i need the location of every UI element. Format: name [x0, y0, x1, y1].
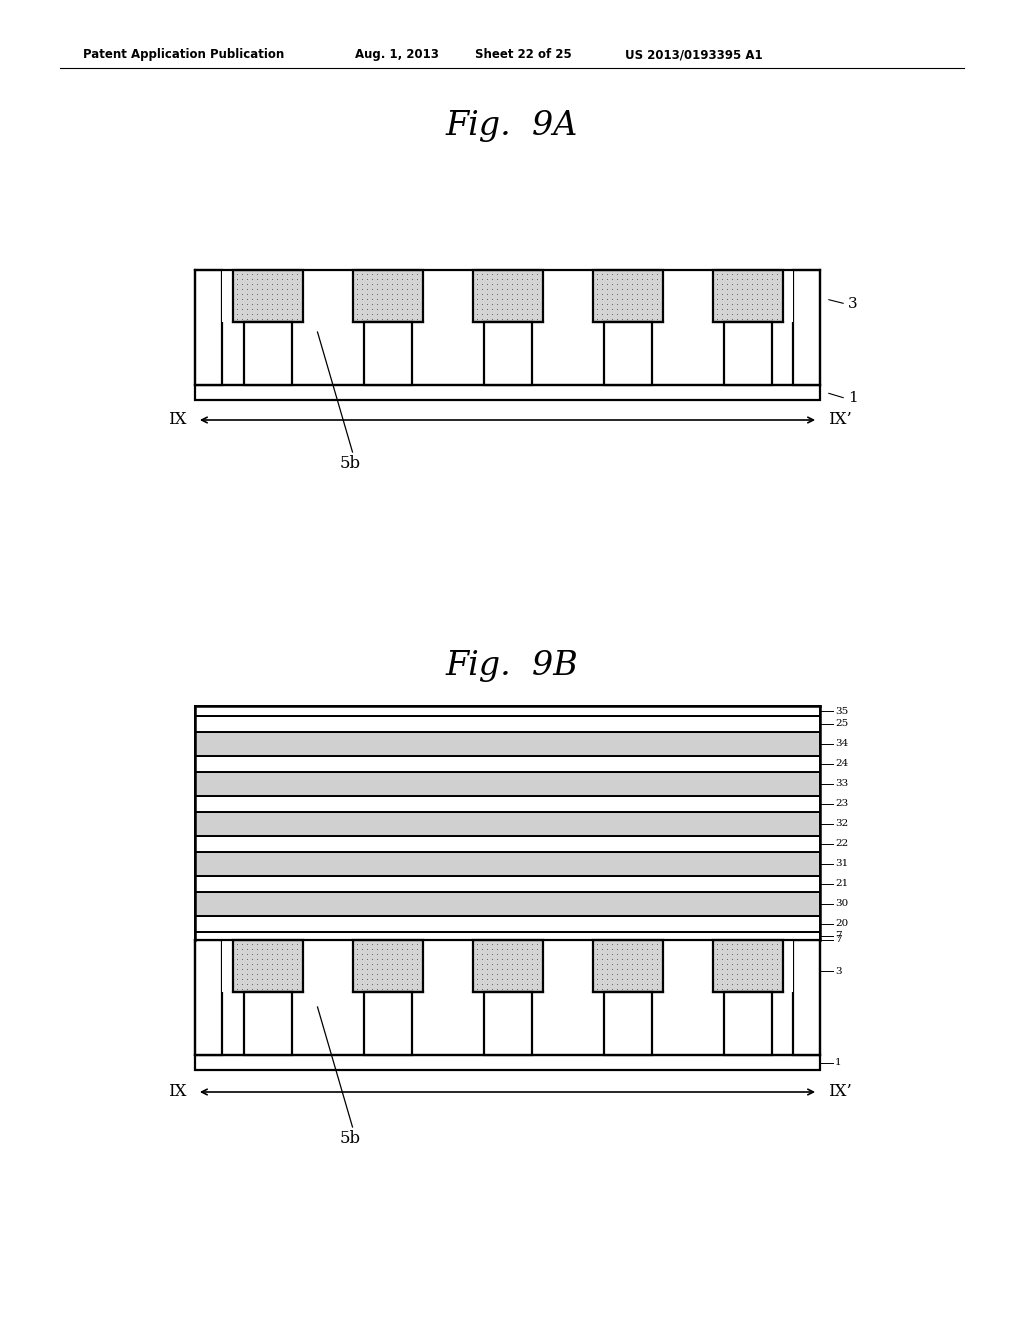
- Text: 7: 7: [835, 932, 842, 940]
- Bar: [782, 940, 793, 993]
- Text: IX: IX: [169, 1084, 187, 1101]
- Text: 32: 32: [835, 820, 848, 829]
- Bar: [195, 706, 820, 715]
- Text: Patent Application Publication: Patent Application Publication: [83, 48, 285, 61]
- Bar: [543, 271, 593, 322]
- Bar: [483, 993, 531, 1055]
- Bar: [713, 940, 782, 993]
- Text: 24: 24: [835, 759, 848, 768]
- Bar: [195, 271, 222, 385]
- Bar: [603, 993, 651, 1055]
- Bar: [364, 322, 412, 385]
- Text: IX: IX: [169, 412, 187, 429]
- Text: 33: 33: [835, 780, 848, 788]
- Text: IX’: IX’: [828, 412, 852, 429]
- Bar: [793, 940, 820, 1055]
- Bar: [195, 715, 820, 733]
- Bar: [483, 322, 531, 385]
- Bar: [195, 733, 820, 756]
- Bar: [423, 940, 472, 993]
- Text: 5b: 5b: [340, 455, 361, 473]
- Bar: [724, 322, 771, 385]
- Text: 30: 30: [835, 899, 848, 908]
- Bar: [663, 940, 713, 993]
- Bar: [195, 876, 820, 892]
- Bar: [423, 271, 472, 322]
- Bar: [663, 271, 713, 322]
- Bar: [195, 892, 820, 916]
- Text: 35: 35: [835, 706, 848, 715]
- Bar: [195, 851, 820, 876]
- Text: Sheet 22 of 25: Sheet 22 of 25: [475, 48, 571, 61]
- Text: 7: 7: [835, 936, 842, 945]
- Bar: [195, 772, 820, 796]
- Bar: [302, 940, 352, 993]
- Bar: [364, 993, 412, 1055]
- Text: 1: 1: [848, 392, 858, 405]
- Bar: [593, 271, 663, 322]
- Bar: [195, 756, 820, 772]
- Bar: [782, 271, 793, 322]
- Text: 1: 1: [835, 1059, 842, 1067]
- Bar: [713, 271, 782, 322]
- Bar: [244, 322, 292, 385]
- Bar: [195, 932, 820, 940]
- Text: 5b: 5b: [340, 1130, 361, 1147]
- Bar: [195, 1055, 820, 1071]
- Bar: [244, 993, 292, 1055]
- Text: 21: 21: [835, 879, 848, 888]
- Bar: [472, 940, 543, 993]
- Bar: [352, 271, 423, 322]
- Bar: [195, 916, 820, 932]
- Text: Fig.  9B: Fig. 9B: [445, 649, 579, 682]
- Bar: [793, 271, 820, 385]
- Text: 22: 22: [835, 840, 848, 849]
- Text: IX’: IX’: [828, 1084, 852, 1101]
- Bar: [195, 812, 820, 836]
- Bar: [232, 940, 302, 993]
- Bar: [222, 271, 232, 322]
- Text: 31: 31: [835, 859, 848, 869]
- Bar: [724, 993, 771, 1055]
- Text: 23: 23: [835, 800, 848, 808]
- Text: Aug. 1, 2013: Aug. 1, 2013: [355, 48, 439, 61]
- Bar: [472, 271, 543, 322]
- Text: US 2013/0193395 A1: US 2013/0193395 A1: [625, 48, 763, 61]
- Bar: [543, 940, 593, 993]
- Bar: [195, 836, 820, 851]
- Bar: [232, 271, 302, 322]
- Bar: [222, 940, 232, 993]
- Bar: [195, 796, 820, 812]
- Text: 3: 3: [835, 966, 842, 975]
- Text: 25: 25: [835, 719, 848, 729]
- Text: 34: 34: [835, 739, 848, 748]
- Bar: [195, 385, 820, 400]
- Text: 20: 20: [835, 920, 848, 928]
- Bar: [593, 940, 663, 993]
- Bar: [302, 271, 352, 322]
- Text: Fig.  9A: Fig. 9A: [445, 110, 579, 143]
- Bar: [352, 940, 423, 993]
- Text: 3: 3: [848, 297, 858, 312]
- Bar: [603, 322, 651, 385]
- Bar: [195, 940, 222, 1055]
